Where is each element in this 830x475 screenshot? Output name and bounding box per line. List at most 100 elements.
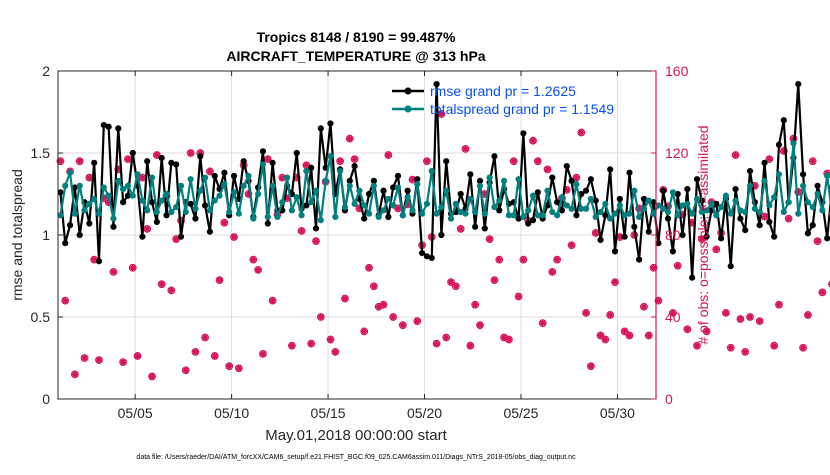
rmse-point xyxy=(775,141,783,148)
obs-assimilated-marker xyxy=(466,342,474,350)
obs-assimilated-marker xyxy=(172,235,180,243)
totalspread-point xyxy=(235,210,242,217)
totalspread-point xyxy=(771,194,778,201)
totalspread-point xyxy=(660,205,667,212)
obs-assimilated-marker xyxy=(799,344,807,352)
rmse-point xyxy=(529,217,537,224)
totalspread-point xyxy=(153,208,160,216)
obs-assimilated-marker xyxy=(327,336,334,343)
obs-assimilated-marker xyxy=(201,334,209,341)
rmse-point xyxy=(110,223,117,230)
rmse-point xyxy=(380,187,387,194)
rmse-point xyxy=(476,177,484,184)
rmse-point xyxy=(100,122,107,129)
obs-assimilated-marker xyxy=(312,237,320,245)
totalspread-point xyxy=(230,189,238,196)
rmse-point xyxy=(192,215,199,222)
obs-assimilated-marker xyxy=(220,219,228,227)
rmse-point xyxy=(771,233,778,240)
totalspread-point xyxy=(554,212,561,219)
obs-assimilated-marker xyxy=(505,336,513,343)
obs-assimilated-marker xyxy=(655,297,662,304)
obs-assimilated-marker xyxy=(404,200,412,208)
totalspread-point xyxy=(62,182,69,189)
rmse-point xyxy=(626,169,633,176)
totalspread-point xyxy=(201,174,209,181)
totalspread-point xyxy=(250,215,257,222)
obs-assimilated-marker xyxy=(809,157,817,165)
totalspread-point xyxy=(549,208,556,216)
obs-assimilated-marker xyxy=(693,342,701,350)
totalspread-point xyxy=(708,200,715,207)
obs-assimilated-marker xyxy=(269,297,277,304)
obs-possible-marker xyxy=(828,280,830,288)
totalspread-point xyxy=(433,210,440,217)
obs-assimilated-marker xyxy=(90,256,98,263)
rmse-point xyxy=(814,182,821,189)
rmse-point xyxy=(746,167,754,175)
obs-assimilated-marker xyxy=(148,373,156,380)
totalspread-point xyxy=(607,215,614,222)
rmse-point xyxy=(655,240,662,247)
obs-assimilated-marker xyxy=(245,190,252,198)
rmse-point xyxy=(144,158,151,165)
totalspread-point xyxy=(269,182,276,189)
rmse-point xyxy=(308,164,315,171)
totalspread-point xyxy=(785,199,792,206)
obs-assimilated-marker xyxy=(770,342,778,350)
obs-assimilated-marker xyxy=(544,166,551,173)
obs-assimilated-marker xyxy=(384,151,392,159)
rmse-point xyxy=(148,199,156,206)
obs-assimilated-marker xyxy=(573,174,580,181)
data-file-footer: data file: /Users/raeder/DAI/ATM_forcXX/… xyxy=(136,454,576,461)
rmse-point xyxy=(718,235,725,242)
obs-assimilated-marker xyxy=(491,276,498,284)
totalspread-point xyxy=(337,167,344,175)
obs-assimilated-marker xyxy=(192,348,199,356)
obs-assimilated-marker xyxy=(698,235,706,243)
rmse-point xyxy=(616,195,623,203)
obs-assimilated-marker xyxy=(519,256,527,263)
totalspread-point xyxy=(727,210,734,217)
rmse-line xyxy=(59,83,830,279)
rmse-point xyxy=(385,213,392,221)
totalspread-point xyxy=(57,212,64,219)
totalspread-point xyxy=(602,200,609,207)
totalspread-point xyxy=(346,182,353,189)
totalspread-point xyxy=(124,182,132,189)
obs-assimilated-marker xyxy=(409,176,416,184)
totalspread-point xyxy=(317,217,324,224)
rmse-point xyxy=(621,233,628,240)
totalspread-point xyxy=(751,205,758,212)
totalspread-point xyxy=(129,192,136,199)
rmse-point xyxy=(645,228,652,235)
rmse-point xyxy=(534,189,541,196)
grid xyxy=(58,71,656,399)
rmse-point xyxy=(361,215,368,222)
totalspread-point xyxy=(356,187,363,194)
obs-assimilated-marker xyxy=(211,352,219,360)
totalspread-point xyxy=(279,199,286,206)
rmse-point xyxy=(404,187,411,194)
totalspread-point xyxy=(636,213,643,221)
totalspread-point xyxy=(486,174,493,181)
totalspread-point xyxy=(312,187,320,194)
obs-assimilated-marker xyxy=(375,303,383,311)
totalspread-point xyxy=(365,210,373,217)
totalspread-point xyxy=(134,171,141,178)
totalspread-point xyxy=(650,210,657,217)
rmse-point xyxy=(158,154,165,162)
obs-assimilated-marker xyxy=(110,268,117,276)
totalspread-point xyxy=(298,212,305,219)
totalspread-point xyxy=(766,202,773,209)
totalspread-point xyxy=(664,208,672,216)
obs-assimilated-marker xyxy=(298,227,305,235)
rmse-point xyxy=(563,163,570,170)
obs-assimilated-marker xyxy=(568,241,576,249)
totalspread-point xyxy=(274,213,281,221)
obs-assimilated-marker xyxy=(669,309,677,317)
rmse-point xyxy=(660,187,667,194)
obs-assimilated-marker xyxy=(389,313,397,321)
rmse-point xyxy=(317,125,324,132)
obs-assimilated-marker xyxy=(225,362,233,370)
